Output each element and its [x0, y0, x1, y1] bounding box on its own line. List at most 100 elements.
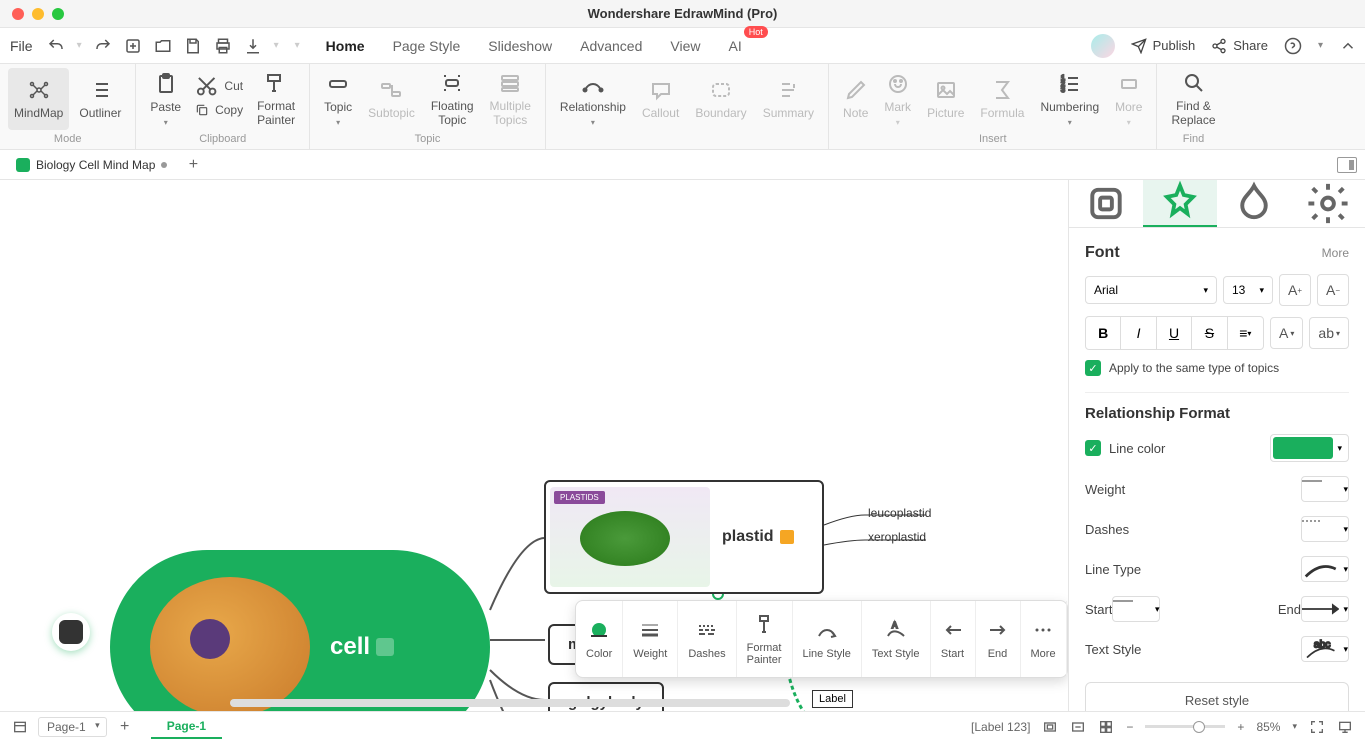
fit-page-icon[interactable] [1042, 719, 1058, 735]
xeroplastid-label[interactable]: xeroplastid [868, 530, 926, 544]
open-icon[interactable] [154, 37, 172, 55]
ft-line-style-button[interactable]: Line Style [793, 601, 862, 677]
page-select[interactable]: Page-1▾ [38, 717, 107, 737]
subtopic-button[interactable]: Subtopic [362, 68, 421, 130]
note-button[interactable]: Note [837, 68, 874, 130]
cut-button[interactable]: Cut [191, 72, 247, 99]
minimize-window-button[interactable] [32, 8, 44, 20]
picture-button[interactable]: Picture [921, 68, 970, 130]
start-select[interactable]: ▾ [1112, 596, 1160, 622]
line-type-select[interactable]: ▾ [1301, 556, 1349, 582]
collapse-ribbon-icon[interactable] [1339, 37, 1357, 55]
paste-button[interactable]: Paste ▾ [144, 68, 187, 130]
find-replace-button[interactable]: Find & Replace [1165, 68, 1221, 130]
panel-tab-layout[interactable] [1069, 180, 1143, 227]
cell-note-icon[interactable] [376, 638, 394, 656]
ft-color-button[interactable]: Color [576, 601, 623, 677]
font-family-select[interactable]: Arial▾ [1085, 276, 1217, 304]
reset-style-button[interactable]: Reset style [1085, 682, 1349, 711]
callout-button[interactable]: Callout [636, 68, 685, 130]
close-window-button[interactable] [12, 8, 24, 20]
ai-assistant-button[interactable] [52, 613, 90, 651]
format-painter-button[interactable]: Format Painter [251, 68, 301, 130]
font-size-select[interactable]: 13▾ [1223, 276, 1273, 304]
ft-format-painter-button[interactable]: Format Painter [737, 601, 793, 677]
copy-button[interactable]: Copy [191, 101, 247, 119]
zoom-out-button[interactable]: − [1126, 720, 1133, 734]
tab-ai[interactable]: AIHot [726, 34, 743, 58]
font-color-button[interactable]: A ▾ [1270, 317, 1303, 349]
qat-customize[interactable]: ▾ [295, 40, 300, 51]
print-icon[interactable] [214, 37, 232, 55]
panel-toggle-button[interactable] [1337, 157, 1357, 173]
decrease-font-button[interactable]: A− [1317, 274, 1349, 306]
plastid-topic-node[interactable]: PLASTIDS plastid [544, 480, 824, 594]
mark-button[interactable]: Mark ▾ [878, 68, 917, 130]
share-button[interactable]: Share [1211, 38, 1268, 54]
save-icon[interactable] [184, 37, 202, 55]
zoom-level[interactable]: 85% [1256, 720, 1280, 734]
ft-dashes-button[interactable]: Dashes [678, 601, 736, 677]
tab-advanced[interactable]: Advanced [578, 34, 644, 58]
ft-text-style-button[interactable]: A Text Style [862, 601, 931, 677]
weight-select[interactable]: ▾ [1301, 476, 1349, 502]
floating-topic-button[interactable]: Floating Topic [425, 68, 480, 130]
align-button[interactable]: ≡ ▾ [1228, 317, 1263, 349]
tab-page-style[interactable]: Page Style [391, 34, 463, 58]
underline-button[interactable]: U [1157, 317, 1192, 349]
ft-more-button[interactable]: More [1021, 601, 1067, 677]
tab-slideshow[interactable]: Slideshow [486, 34, 554, 58]
topic-button[interactable]: Topic ▾ [318, 68, 358, 130]
boundary-button[interactable]: Boundary [689, 68, 752, 130]
horizontal-scrollbar[interactable] [230, 699, 790, 707]
page-tab-1[interactable]: Page-1 [151, 715, 222, 739]
formula-button[interactable]: Formula [974, 68, 1030, 130]
undo-dropdown[interactable]: ▾ [77, 40, 82, 51]
add-tab-button[interactable]: + [183, 155, 203, 175]
relationship-button[interactable]: Relationship ▾ [554, 68, 632, 130]
zoom-dropdown[interactable]: ▾ [1292, 721, 1297, 732]
tab-home[interactable]: Home [324, 34, 367, 58]
canvas[interactable]: cell PLASTIDS plastid [0, 180, 1068, 711]
presentation-icon[interactable] [1337, 719, 1353, 735]
help-dropdown[interactable]: ▾ [1318, 40, 1323, 51]
increase-font-button[interactable]: A+ [1279, 274, 1311, 306]
document-tab[interactable]: Biology Cell Mind Map [8, 154, 175, 176]
strikethrough-button[interactable]: S [1192, 317, 1227, 349]
ft-weight-button[interactable]: Weight [623, 601, 678, 677]
insert-more-button[interactable]: More ▾ [1109, 68, 1148, 130]
fit-width-icon[interactable] [1070, 719, 1086, 735]
leucoplastid-label[interactable]: leucoplastid [868, 506, 931, 520]
help-icon[interactable] [1284, 37, 1302, 55]
redo-icon[interactable] [94, 37, 112, 55]
grid-icon[interactable] [1098, 719, 1114, 735]
font-more-link[interactable]: More [1322, 246, 1349, 260]
zoom-slider[interactable] [1145, 725, 1225, 728]
apply-same-checkbox[interactable]: ✓ [1085, 360, 1101, 376]
end-select[interactable]: ▾ [1301, 596, 1349, 622]
add-page-button[interactable]: + [117, 719, 133, 735]
panel-tab-theme[interactable] [1217, 180, 1291, 227]
numbering-button[interactable]: 123 Numbering ▾ [1034, 68, 1105, 130]
plastid-note-icon[interactable] [780, 530, 794, 544]
export-dropdown[interactable]: ▾ [274, 40, 279, 51]
zoom-in-button[interactable]: + [1237, 720, 1244, 734]
bold-button[interactable]: B [1086, 317, 1121, 349]
user-avatar[interactable] [1091, 34, 1115, 58]
maximize-window-button[interactable] [52, 8, 64, 20]
undo-icon[interactable] [47, 37, 65, 55]
ft-start-button[interactable]: Start [931, 601, 976, 677]
new-icon[interactable] [124, 37, 142, 55]
summary-button[interactable]: Summary [757, 68, 820, 130]
outliner-mode-button[interactable]: Outliner [73, 68, 127, 130]
text-style-select[interactable]: abc▾ [1301, 636, 1349, 662]
tab-view[interactable]: View [668, 34, 702, 58]
file-menu[interactable]: File [8, 34, 35, 58]
panel-tab-style[interactable] [1143, 180, 1217, 227]
publish-button[interactable]: Publish [1131, 38, 1196, 54]
outline-view-icon[interactable] [12, 719, 28, 735]
cell-topic-node[interactable]: cell [110, 550, 490, 711]
ft-end-button[interactable]: End [976, 601, 1021, 677]
fullscreen-icon[interactable] [1309, 719, 1325, 735]
text-case-button[interactable]: ab ▾ [1309, 317, 1349, 349]
